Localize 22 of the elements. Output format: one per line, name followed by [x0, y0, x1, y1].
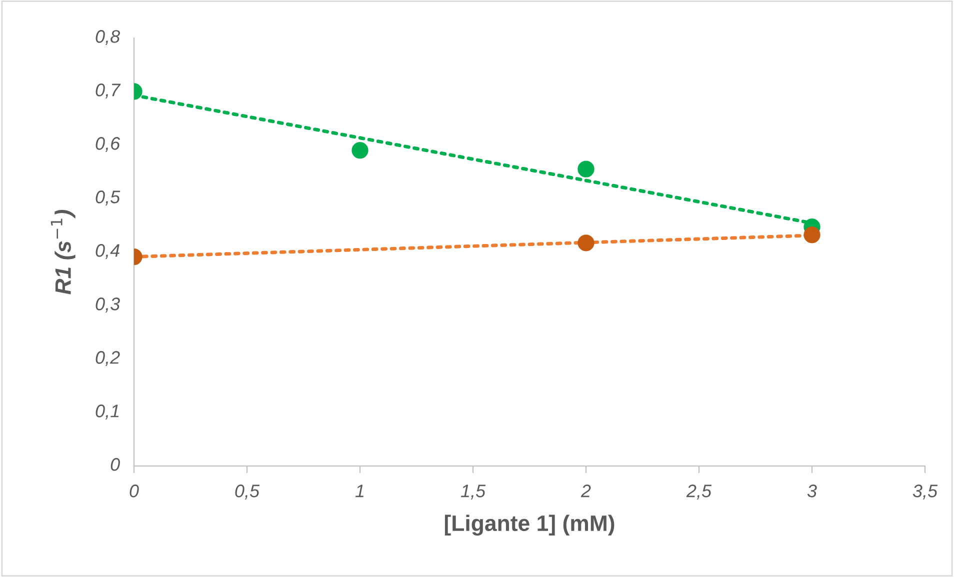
y-tick-label: 0	[110, 458, 120, 471]
x-tick-label: 3,5	[912, 484, 938, 500]
x-axis-title: [Ligante 1] (mM)	[444, 514, 614, 536]
x-tick-label: 2,5	[686, 484, 712, 500]
x-tick-label: 0,5	[235, 484, 260, 500]
y-tick-label: 0,1	[96, 404, 119, 420]
y-tick-label: 0,2	[96, 351, 120, 366]
y-tick-label: 0,7	[96, 84, 121, 98]
point	[578, 234, 594, 252]
point	[578, 160, 594, 178]
x-tick-label: 2	[580, 484, 591, 498]
y-tick-label: 0,3	[96, 298, 120, 312]
x-tick-label: 3	[807, 484, 817, 498]
x-tick-label: 1,5	[460, 484, 486, 500]
x-tick-label: 0	[130, 484, 139, 498]
y-tick-label: 0,4	[96, 244, 120, 259]
x-tick-label: 1	[355, 484, 364, 498]
y-tick-label: 0,8	[96, 30, 120, 45]
point	[804, 226, 820, 244]
y-tick-label: 0,6	[96, 137, 120, 152]
y-tick-label: 0,5	[96, 190, 120, 206]
y-axis-title: R1 (s$^{−1}$)	[50, 210, 76, 294]
